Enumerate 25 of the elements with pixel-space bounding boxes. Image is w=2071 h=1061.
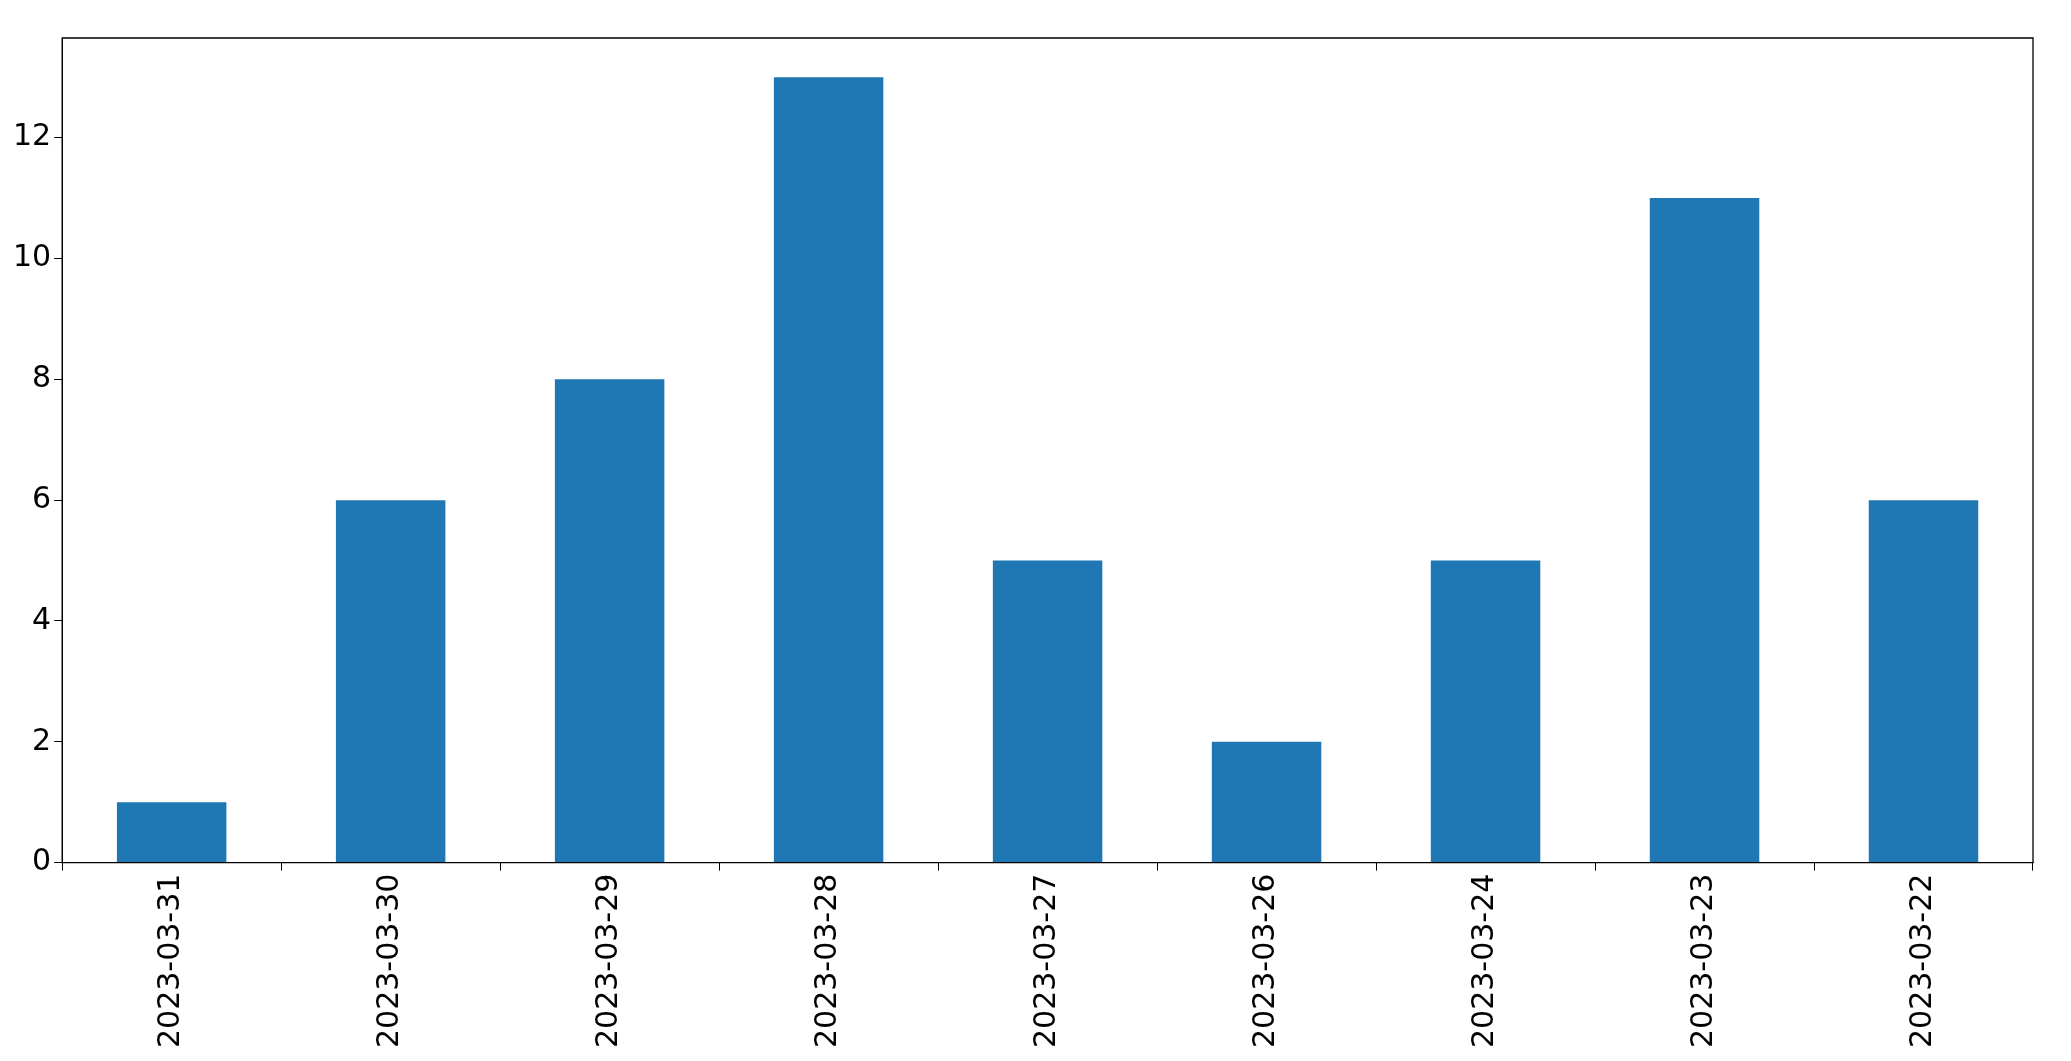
y-tick-label: 4 — [32, 600, 52, 636]
y-tick-label: 2 — [32, 721, 52, 757]
x-tick-label: 2023-03-27 — [1027, 873, 1063, 1049]
x-tick-label: 2023-03-31 — [151, 873, 187, 1049]
bar — [1430, 560, 1541, 863]
x-tick-label: 2023-03-26 — [1246, 873, 1282, 1049]
x-tick-label: 2023-03-28 — [808, 873, 844, 1049]
x-tick-label: 2023-03-29 — [589, 873, 625, 1049]
x-tick-label: 2023-03-30 — [370, 873, 406, 1049]
x-tick-label: 2023-03-23 — [1684, 873, 1720, 1049]
y-tick-label: 10 — [12, 238, 52, 274]
y-tick-label: 0 — [32, 842, 52, 878]
x-tick-label: 2023-03-24 — [1465, 873, 1501, 1049]
y-tick-label: 8 — [32, 359, 52, 395]
x-tick-label: 2023-03-22 — [1903, 873, 1939, 1049]
bar — [335, 500, 446, 863]
bar — [1649, 198, 1760, 863]
bar — [773, 77, 884, 863]
bar — [554, 379, 665, 863]
bar — [1868, 500, 1979, 863]
bar — [992, 560, 1103, 863]
y-tick-label: 6 — [32, 479, 52, 515]
bar — [116, 802, 227, 863]
y-tick-label: 12 — [12, 117, 52, 153]
bar — [1211, 741, 1322, 863]
